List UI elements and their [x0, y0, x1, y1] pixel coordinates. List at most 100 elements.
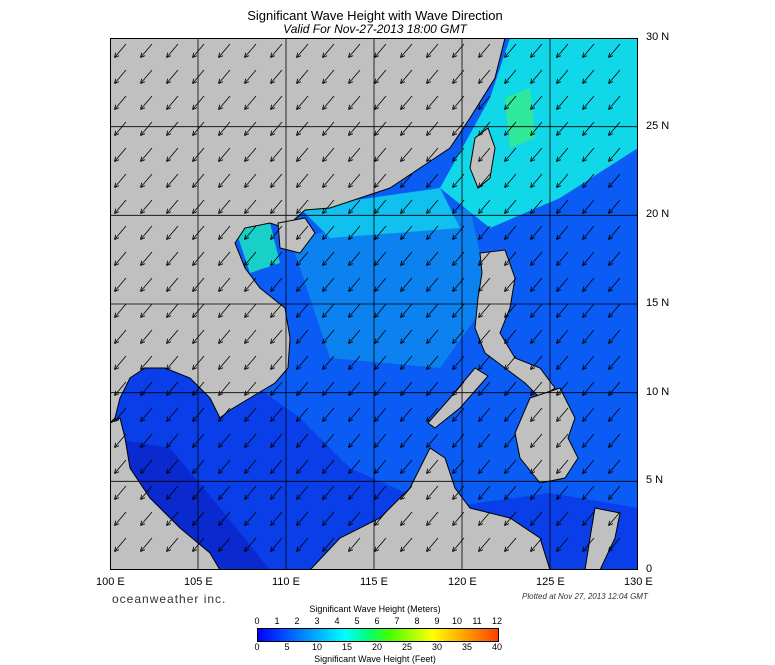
- wave-arrow: [531, 433, 543, 447]
- wave-arrow: [401, 407, 413, 421]
- wave-arrow: [193, 173, 205, 187]
- wave-arrow: [219, 43, 231, 57]
- wave-arrow: [427, 277, 439, 291]
- wave-arrow: [583, 121, 595, 135]
- wave-arrow: [427, 121, 439, 135]
- wave-arrow: [375, 511, 387, 525]
- wave-arrow: [323, 407, 335, 421]
- wave-arrow: [271, 329, 283, 343]
- wave-arrow: [115, 537, 127, 551]
- wave-arrow: [167, 251, 179, 265]
- wave-arrow: [531, 303, 543, 317]
- wave-arrow: [531, 121, 543, 135]
- wave-arrow: [271, 69, 283, 83]
- wave-arrow: [115, 251, 127, 265]
- wave-arrow: [245, 95, 257, 109]
- wave-arrow: [427, 355, 439, 369]
- wave-arrow: [271, 355, 283, 369]
- wave-arrow: [557, 329, 569, 343]
- wave-arrow: [323, 147, 335, 161]
- wave-arrow: [375, 381, 387, 395]
- wave-arrow: [479, 511, 491, 525]
- wave-arrow: [375, 485, 387, 499]
- wave-arrow: [453, 459, 465, 473]
- wave-arrow: [479, 329, 491, 343]
- wave-arrow: [115, 43, 127, 57]
- feet-tick: 25: [401, 642, 412, 652]
- chart-title: Significant Wave Height with Wave Direct…: [247, 8, 503, 23]
- wave-arrow: [219, 511, 231, 525]
- wave-arrow: [531, 485, 543, 499]
- wave-arrow: [141, 251, 153, 265]
- wave-arrow: [349, 199, 361, 213]
- wave-arrow: [557, 199, 569, 213]
- wave-arrow: [453, 537, 465, 551]
- wave-arrow: [323, 121, 335, 135]
- feet-tick: 40: [491, 642, 502, 652]
- wave-arrow: [219, 537, 231, 551]
- wave-arrow: [505, 43, 517, 57]
- wave-arrow: [505, 537, 517, 551]
- wave-arrow: [193, 511, 205, 525]
- wave-arrow: [375, 407, 387, 421]
- meters-tick: 10: [451, 616, 462, 626]
- wave-arrow: [609, 173, 621, 187]
- wave-arrow: [141, 303, 153, 317]
- wave-arrow: [427, 225, 439, 239]
- wave-arrow: [245, 459, 257, 473]
- wave-arrow: [479, 355, 491, 369]
- wave-arrow: [167, 355, 179, 369]
- wave-arrow: [323, 225, 335, 239]
- wave-arrow: [141, 121, 153, 135]
- wave-arrow: [193, 95, 205, 109]
- wave-arrow: [323, 511, 335, 525]
- wave-arrow: [401, 147, 413, 161]
- wave-arrow: [349, 485, 361, 499]
- wave-arrow: [271, 485, 283, 499]
- wave-arrow: [167, 225, 179, 239]
- wave-arrow: [609, 251, 621, 265]
- wave-arrow: [245, 303, 257, 317]
- wave-arrow: [375, 69, 387, 83]
- wave-arrow: [349, 69, 361, 83]
- wave-arrow: [505, 433, 517, 447]
- wave-arrow: [245, 511, 257, 525]
- wave-arrow: [375, 251, 387, 265]
- plotted-timestamp: Plotted at Nov 27, 2013 12:04 GMT: [522, 592, 648, 601]
- wave-arrow: [583, 251, 595, 265]
- wave-arrow: [609, 537, 621, 551]
- wave-arrow: [557, 147, 569, 161]
- feet-tick: 0: [254, 642, 260, 652]
- wave-arrow: [375, 459, 387, 473]
- longitude-label: 130 E: [624, 576, 653, 588]
- wave-arrow: [271, 251, 283, 265]
- meters-tick: 8: [414, 616, 420, 626]
- wave-arrow: [323, 355, 335, 369]
- wave-arrow: [141, 173, 153, 187]
- wave-arrow: [167, 407, 179, 421]
- wave-arrow: [427, 485, 439, 499]
- wave-arrow: [557, 407, 569, 421]
- wave-arrow: [609, 277, 621, 291]
- wave-arrow: [531, 225, 543, 239]
- wave-arrow: [557, 459, 569, 473]
- wave-arrow: [557, 355, 569, 369]
- meters-tick: 9: [434, 616, 440, 626]
- wave-arrow: [245, 251, 257, 265]
- wave-arrow: [583, 95, 595, 109]
- wave-arrow: [401, 485, 413, 499]
- latitude-label: 30 N: [646, 31, 670, 43]
- wave-arrow: [271, 121, 283, 135]
- wave-arrow: [583, 537, 595, 551]
- wave-arrow: [401, 251, 413, 265]
- wave-arrow: [349, 407, 361, 421]
- wave-arrow: [193, 43, 205, 57]
- wave-arrow: [115, 407, 127, 421]
- wave-arrow: [401, 225, 413, 239]
- wave-arrow: [167, 459, 179, 473]
- colorbar: [257, 628, 499, 642]
- wave-arrow: [219, 121, 231, 135]
- wave-arrow: [219, 251, 231, 265]
- wave-arrow: [609, 511, 621, 525]
- wave-arrow: [505, 69, 517, 83]
